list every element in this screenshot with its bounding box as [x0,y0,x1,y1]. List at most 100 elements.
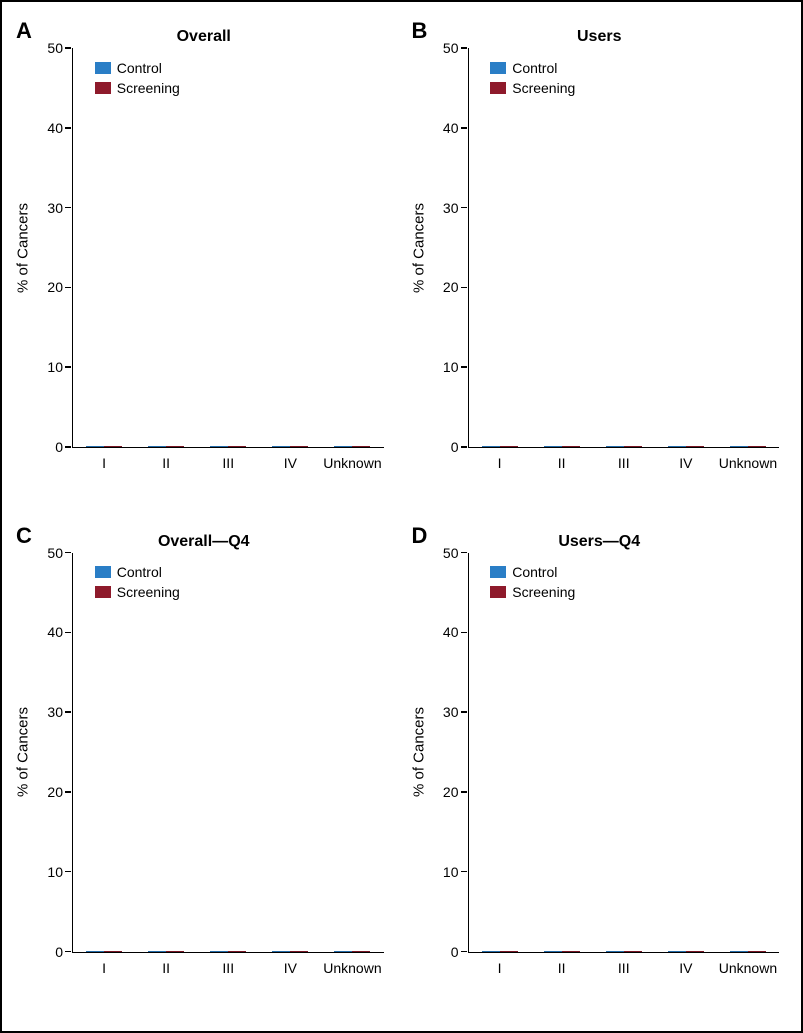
bar-group [482,951,518,952]
xtick-label: IV [284,960,297,976]
ytick-label: 40 [47,120,63,136]
bar-control [210,951,228,952]
legend-label: Control [512,60,557,76]
bar-control [210,446,228,447]
ytick [461,207,467,209]
panel-title: Users [410,28,790,46]
ytick-label: 30 [47,200,63,216]
ytick [65,711,71,713]
panel-A: AOverall01020304050% of CancersIIIIIIIVU… [6,12,402,517]
bar-screening [748,446,766,447]
legend-item-screening: Screening [490,584,575,600]
ytick-label: 10 [443,864,459,880]
ytick [65,366,71,368]
bar-group [544,951,580,952]
bars-layer [73,48,384,447]
ytick-label: 30 [443,200,459,216]
legend: Control Screening [490,564,575,600]
plot-area: 01020304050% of CancersIIIIIIIVUnknownCo… [72,553,384,953]
ytick [461,552,467,554]
legend-label: Screening [512,80,575,96]
xtick-label: Unknown [719,960,777,976]
bar-control [86,951,104,952]
figure-grid: AOverall01020304050% of CancersIIIIIIIVU… [0,0,803,1033]
legend-item-control: Control [95,564,180,580]
legend-swatch [490,62,506,74]
ytick-label: 0 [451,944,459,960]
xtick-label: IV [284,455,297,471]
ytick-label: 10 [443,359,459,375]
bar-control [544,446,562,447]
xtick-label: IV [679,455,692,471]
bar-control [334,951,352,952]
bar-group [668,446,704,447]
xtick-label: I [102,455,106,471]
bar-group [482,446,518,447]
legend-item-screening: Screening [490,80,575,96]
bar-screening [352,951,370,952]
bar-control [730,951,748,952]
ytick-label: 20 [443,279,459,295]
legend-label: Screening [512,584,575,600]
chart-area: 01020304050% of CancersIIIIIIIVUnknownCo… [468,48,780,448]
xtick-label: III [618,960,630,976]
ytick [461,47,467,49]
legend-swatch [490,586,506,598]
legend-label: Control [512,564,557,580]
xtick-label: I [498,455,502,471]
plot-area: 01020304050% of CancersIIIIIIIVUnknownCo… [468,553,780,953]
legend-swatch [95,62,111,74]
panel-title: Overall [14,28,394,46]
legend-item-screening: Screening [95,80,180,96]
bar-screening [166,446,184,447]
bar-control [482,446,500,447]
xtick-label: Unknown [719,455,777,471]
bar-group [210,446,246,447]
bar-control [544,951,562,952]
legend-label: Control [117,564,162,580]
chart-area: 01020304050% of CancersIIIIIIIVUnknownCo… [72,48,384,448]
bar-group [86,446,122,447]
bar-screening [228,446,246,447]
bar-screening [500,446,518,447]
ytick [461,632,467,634]
bar-group [86,951,122,952]
xtick-label: I [498,960,502,976]
bar-screening [748,951,766,952]
bar-screening [104,446,122,447]
xtick-label: III [222,455,234,471]
bar-screening [624,951,642,952]
legend-item-control: Control [490,60,575,76]
legend: Control Screening [95,564,180,600]
bar-screening [686,446,704,447]
bar-control [668,446,686,447]
bar-screening [290,951,308,952]
legend-item-screening: Screening [95,584,180,600]
ytick [65,951,71,953]
xtick-label: II [162,455,170,471]
ytick-label: 20 [443,784,459,800]
bar-control [148,951,166,952]
bars-layer [469,48,780,447]
legend-label: Screening [117,584,180,600]
xtick-label: III [222,960,234,976]
legend: Control Screening [490,60,575,96]
bar-screening [562,446,580,447]
legend-swatch [490,82,506,94]
bar-control [482,951,500,952]
ytick-label: 20 [47,279,63,295]
ytick [461,791,467,793]
ytick [461,871,467,873]
chart-area: 01020304050% of CancersIIIIIIIVUnknownCo… [468,553,780,953]
ytick-label: 50 [443,545,459,561]
panel-title: Users—Q4 [410,533,790,551]
ytick-label: 10 [47,864,63,880]
bar-group [210,951,246,952]
bar-group [272,951,308,952]
y-axis-label: % of Cancers [15,202,32,292]
ytick [461,366,467,368]
ytick-label: 40 [443,624,459,640]
legend-swatch [95,566,111,578]
bar-control [606,951,624,952]
legend-item-control: Control [490,564,575,580]
